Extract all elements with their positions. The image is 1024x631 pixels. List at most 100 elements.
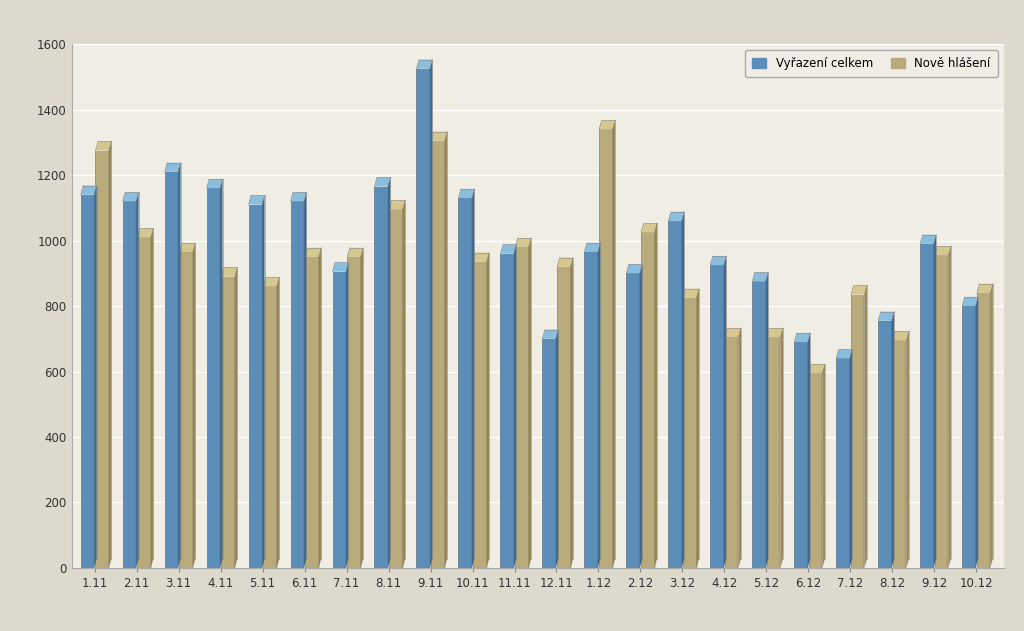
Polygon shape xyxy=(767,328,783,337)
Polygon shape xyxy=(94,186,96,568)
Polygon shape xyxy=(780,328,783,568)
Polygon shape xyxy=(977,284,993,293)
Bar xyxy=(669,221,682,568)
Bar xyxy=(417,69,430,568)
Bar xyxy=(431,141,444,568)
Bar xyxy=(851,295,864,568)
Bar xyxy=(585,252,598,568)
Polygon shape xyxy=(305,248,322,257)
Polygon shape xyxy=(990,284,993,568)
Polygon shape xyxy=(151,228,154,568)
Polygon shape xyxy=(851,285,867,295)
Bar xyxy=(347,257,360,568)
Polygon shape xyxy=(221,268,238,276)
Polygon shape xyxy=(837,349,852,358)
Bar xyxy=(627,273,640,568)
Polygon shape xyxy=(388,177,390,568)
Polygon shape xyxy=(318,248,322,568)
Polygon shape xyxy=(557,257,573,267)
Bar xyxy=(893,340,906,568)
Polygon shape xyxy=(864,285,867,568)
Bar xyxy=(557,267,570,568)
Polygon shape xyxy=(753,273,768,281)
Polygon shape xyxy=(822,364,825,568)
Bar xyxy=(935,256,948,568)
Polygon shape xyxy=(431,132,447,141)
Bar xyxy=(725,337,738,568)
Polygon shape xyxy=(472,189,474,568)
Bar xyxy=(221,276,234,568)
Bar xyxy=(753,281,766,568)
Polygon shape xyxy=(389,200,406,209)
Polygon shape xyxy=(515,238,531,247)
Polygon shape xyxy=(263,277,280,286)
Polygon shape xyxy=(291,192,306,201)
Polygon shape xyxy=(808,333,810,568)
Polygon shape xyxy=(333,262,348,272)
Bar xyxy=(179,252,193,568)
Bar xyxy=(137,237,151,568)
Polygon shape xyxy=(81,186,96,195)
Bar xyxy=(879,321,892,568)
Polygon shape xyxy=(669,212,684,221)
Polygon shape xyxy=(473,252,489,262)
Polygon shape xyxy=(360,248,364,568)
Polygon shape xyxy=(585,243,600,252)
Bar xyxy=(921,244,934,568)
Polygon shape xyxy=(654,223,657,568)
Polygon shape xyxy=(207,179,222,188)
Polygon shape xyxy=(375,177,390,187)
Polygon shape xyxy=(486,252,489,568)
Polygon shape xyxy=(220,179,222,568)
Polygon shape xyxy=(766,273,768,568)
Polygon shape xyxy=(501,244,516,254)
Bar xyxy=(501,254,514,568)
Polygon shape xyxy=(892,312,894,568)
Polygon shape xyxy=(514,244,516,568)
Bar xyxy=(389,209,402,568)
Bar xyxy=(333,272,346,568)
Bar xyxy=(249,204,262,568)
Polygon shape xyxy=(641,223,657,232)
Bar xyxy=(599,129,612,568)
Bar xyxy=(767,337,780,568)
Polygon shape xyxy=(417,59,432,69)
Bar xyxy=(543,339,556,568)
Polygon shape xyxy=(137,228,154,237)
Polygon shape xyxy=(276,277,280,568)
Bar xyxy=(515,247,528,568)
Polygon shape xyxy=(627,264,642,273)
Polygon shape xyxy=(795,333,810,342)
Bar xyxy=(837,358,850,568)
Bar xyxy=(977,293,990,568)
Polygon shape xyxy=(612,120,615,568)
Bar xyxy=(809,373,822,568)
Bar xyxy=(473,262,486,568)
Polygon shape xyxy=(347,248,364,257)
Bar xyxy=(683,298,696,568)
Polygon shape xyxy=(528,238,531,568)
Bar xyxy=(81,195,94,568)
Polygon shape xyxy=(935,246,951,256)
Polygon shape xyxy=(963,297,978,306)
Polygon shape xyxy=(724,256,726,568)
Bar xyxy=(263,286,276,568)
Polygon shape xyxy=(304,192,306,568)
Bar xyxy=(795,342,808,568)
Polygon shape xyxy=(570,257,573,568)
Polygon shape xyxy=(683,289,699,298)
Bar xyxy=(165,172,178,568)
Polygon shape xyxy=(725,328,741,337)
Polygon shape xyxy=(459,189,474,198)
Polygon shape xyxy=(696,289,699,568)
Polygon shape xyxy=(976,297,978,568)
Polygon shape xyxy=(738,328,741,568)
Polygon shape xyxy=(948,246,951,568)
Polygon shape xyxy=(543,329,558,339)
Polygon shape xyxy=(234,268,238,568)
Bar xyxy=(711,265,724,568)
Polygon shape xyxy=(109,141,112,568)
Polygon shape xyxy=(850,349,852,568)
Polygon shape xyxy=(599,120,615,129)
Bar xyxy=(95,151,109,568)
